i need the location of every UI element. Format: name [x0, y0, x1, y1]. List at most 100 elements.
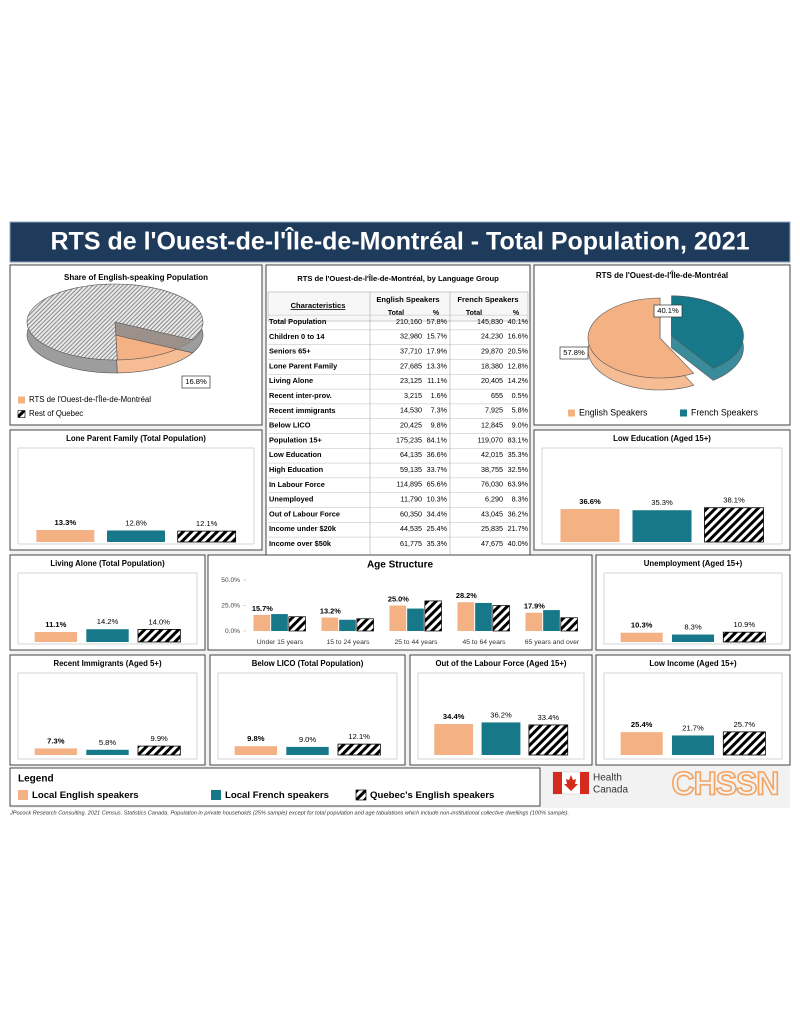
table-cell: 40.0% [508, 539, 529, 548]
table-cell: 16.6% [508, 332, 529, 341]
table-row-label: Recent immigrants [269, 406, 336, 415]
x-tick-label: 45 to 64 years [462, 639, 506, 646]
table-cell: 57.8% [427, 317, 448, 326]
value-label-box [181, 375, 211, 389]
legend-swatch [355, 789, 367, 801]
panel [9, 429, 263, 551]
table-row-label: Total Population [269, 317, 327, 326]
table-cell: 7,925 [485, 406, 503, 415]
table-cell: 145,830 [477, 317, 503, 326]
pie-slice [26, 283, 204, 361]
plot-frame [217, 672, 398, 760]
table-cell: 27,685 [400, 361, 422, 370]
health-logo-line: Canada [593, 785, 628, 796]
bar [671, 735, 715, 755]
plot-frame [17, 447, 255, 545]
table-cell: 119,070 [478, 435, 503, 444]
table-row-label: Recent inter-prov. [269, 391, 332, 400]
table-cell: 14,530 [400, 406, 422, 415]
table-cell: 210,160 [396, 317, 422, 326]
legend-swatch [211, 790, 221, 800]
footnote: JPocock Research Consulting. 2021 Census… [9, 810, 569, 816]
table-cell: 59,135 [400, 465, 422, 474]
bar [620, 732, 663, 755]
bar [321, 617, 339, 631]
bar [34, 748, 78, 755]
table-row-label: Population 15+ [269, 435, 322, 444]
table-cell: 36.6% [427, 450, 448, 459]
bar [253, 614, 271, 631]
table-cell: 3,215 [404, 391, 422, 400]
banner [9, 221, 791, 263]
value-label: 9.8% [247, 734, 265, 743]
value-label: 25.4% [631, 720, 653, 729]
value-label: 57.8% [563, 348, 585, 357]
value-label: 34.4% [443, 712, 465, 721]
legend-label: Local English speakers [32, 790, 139, 801]
table-cell: 29,870 [481, 347, 503, 356]
table-subheader: Total [466, 310, 482, 317]
chart-title: Low Education (Aged 15+) [613, 434, 711, 443]
page-title: RTS de l'Ouest-de-l'Île-de-Montréal - To… [51, 226, 750, 256]
table-cell: 12,845 [481, 421, 503, 430]
panel [9, 767, 541, 807]
chart-title: Low Income (Aged 15+) [649, 659, 737, 668]
table-header: Characteristics [291, 301, 346, 310]
table-cell: 6,290 [485, 495, 503, 504]
value-label-box [653, 304, 683, 318]
table-row-label: Out of Labour Force [269, 509, 340, 518]
table-row-label: High Education [269, 465, 324, 474]
bar [620, 632, 663, 642]
bar [407, 608, 424, 631]
table-cell: 34.4% [427, 509, 448, 518]
legend-swatch [18, 790, 28, 800]
table-row-label: Low Education [269, 450, 322, 459]
bar [475, 602, 492, 631]
chart-title: Share of English-speaking Population [64, 273, 208, 282]
table-cell: 12.8% [508, 361, 529, 370]
table-cell: 84.1% [427, 435, 448, 444]
legend-label: Local French speakers [225, 790, 329, 801]
table-subheader: % [433, 310, 440, 317]
bar [560, 617, 578, 632]
plot-frame [541, 447, 783, 545]
value-label: 21.7% [682, 723, 704, 732]
table-row-label: Unemployed [269, 495, 314, 504]
bar [722, 631, 766, 643]
table-subheader: Total [388, 310, 404, 317]
table-cell: 10.3% [427, 495, 448, 504]
value-label: 9.0% [299, 735, 317, 744]
bar [632, 510, 692, 542]
table-cell: 9.8% [431, 421, 448, 430]
plot-frame [603, 572, 783, 645]
bar [671, 634, 715, 642]
chart-title: Lone Parent Family (Total Population) [66, 434, 206, 443]
x-tick-label: 65 years and over [525, 639, 580, 646]
value-label: 38.1% [723, 496, 745, 505]
value-label: 10.3% [631, 621, 653, 630]
table-cell: 35.3% [508, 450, 529, 459]
table-cell: 37,710 [400, 347, 422, 356]
value-label: 13.2% [320, 606, 341, 615]
table-cell: 11,790 [401, 495, 422, 504]
bar [356, 618, 374, 632]
value-label-box [559, 346, 589, 360]
bar [177, 530, 237, 543]
table-cell: 14.2% [508, 376, 529, 385]
table-subheader: % [513, 310, 520, 317]
table-cell: 60,350 [400, 509, 422, 518]
value-label: 36.2% [490, 710, 512, 719]
legend-label: French Speakers [691, 407, 759, 417]
chart-title: Below LICO (Total Population) [252, 659, 364, 668]
value-label: 35.3% [651, 498, 673, 507]
chart-title: Out of the Labour Force (Aged 15+) [435, 659, 566, 668]
table-row-label: Below LICO [269, 421, 311, 430]
table-cell: 32.5% [508, 465, 529, 474]
value-label: 13.3% [55, 518, 77, 527]
value-label: 5.8% [99, 738, 117, 747]
chart-title: RTS de l'Ouest-de-l'Île-de-Montréal [596, 271, 728, 280]
table-header: French Speakers [457, 295, 518, 304]
value-label: 40.1% [657, 306, 679, 315]
table-cell: 20.5% [508, 347, 529, 356]
